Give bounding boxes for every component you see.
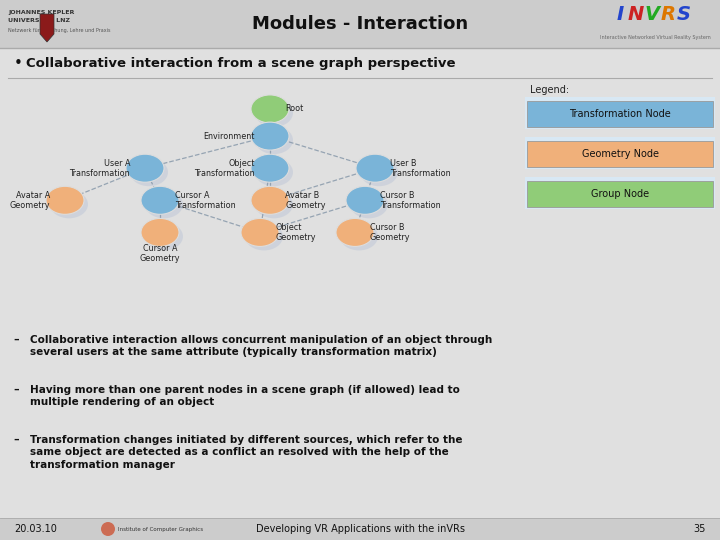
Text: Legend:: Legend:: [530, 85, 569, 95]
Text: Cursor A
Geometry: Cursor A Geometry: [140, 244, 180, 263]
Ellipse shape: [346, 186, 384, 214]
Text: Avatar A
Geometry: Avatar A Geometry: [9, 191, 50, 210]
Text: 35: 35: [693, 524, 706, 534]
Text: User A
Transformation: User A Transformation: [69, 159, 130, 178]
Text: Object
Geometry: Object Geometry: [275, 222, 315, 242]
Text: R: R: [660, 4, 675, 24]
Text: Having more than one parent nodes in a scene graph (if allowed) lead to
multiple: Having more than one parent nodes in a s…: [30, 385, 460, 407]
Ellipse shape: [141, 219, 179, 246]
Text: Developing VR Applications with the inVRs: Developing VR Applications with the inVR…: [256, 524, 464, 534]
Ellipse shape: [50, 190, 88, 218]
Text: Object
Transformation: Object Transformation: [194, 159, 255, 178]
Text: Modules - Interaction: Modules - Interaction: [252, 15, 468, 33]
Text: Collaborative interaction allows concurrent manipulation of an object through
se: Collaborative interaction allows concurr…: [30, 335, 492, 357]
FancyBboxPatch shape: [525, 177, 715, 209]
Ellipse shape: [356, 154, 394, 182]
Ellipse shape: [360, 158, 398, 186]
Text: I: I: [616, 4, 624, 24]
Ellipse shape: [251, 186, 289, 214]
Text: –: –: [14, 335, 24, 345]
Ellipse shape: [46, 186, 84, 214]
Text: •: •: [14, 57, 23, 71]
FancyBboxPatch shape: [0, 0, 720, 48]
Ellipse shape: [350, 190, 388, 218]
Text: Cursor A
Transformation: Cursor A Transformation: [175, 191, 235, 210]
Ellipse shape: [130, 158, 168, 186]
FancyBboxPatch shape: [0, 518, 720, 540]
FancyBboxPatch shape: [525, 97, 715, 129]
Ellipse shape: [255, 190, 293, 218]
Text: Group Node: Group Node: [591, 189, 649, 199]
Ellipse shape: [255, 99, 293, 127]
Polygon shape: [40, 14, 54, 42]
Text: Geometry Node: Geometry Node: [582, 149, 659, 159]
Text: –: –: [14, 385, 24, 395]
Text: –: –: [14, 435, 24, 445]
Text: Avatar B
Geometry: Avatar B Geometry: [285, 191, 325, 210]
Text: Collaborative interaction from a scene graph perspective: Collaborative interaction from a scene g…: [26, 57, 456, 71]
Text: Transformation Node: Transformation Node: [569, 109, 671, 119]
Ellipse shape: [245, 222, 283, 251]
Ellipse shape: [145, 190, 183, 218]
Ellipse shape: [255, 126, 293, 154]
FancyBboxPatch shape: [527, 101, 713, 127]
Text: Cursor B
Geometry: Cursor B Geometry: [370, 222, 410, 242]
Ellipse shape: [145, 222, 183, 251]
Ellipse shape: [340, 222, 378, 251]
Ellipse shape: [241, 219, 279, 246]
Text: UNIVERSITÄT LNZ: UNIVERSITÄT LNZ: [8, 18, 70, 23]
Text: Transformation changes initiated by different sources, which refer to the
same o: Transformation changes initiated by diff…: [30, 435, 462, 470]
FancyBboxPatch shape: [527, 181, 713, 207]
Ellipse shape: [101, 522, 115, 536]
Ellipse shape: [251, 154, 289, 182]
Text: JOHANNES KEPLER: JOHANNES KEPLER: [8, 10, 74, 15]
Ellipse shape: [126, 154, 164, 182]
FancyBboxPatch shape: [525, 137, 715, 169]
Text: Netzwerk für Forschung, Lehre und Praxis: Netzwerk für Forschung, Lehre und Praxis: [8, 28, 110, 33]
Text: V: V: [644, 4, 660, 24]
Text: Cursor B
Transformation: Cursor B Transformation: [380, 191, 441, 210]
Ellipse shape: [251, 95, 289, 123]
FancyBboxPatch shape: [527, 141, 713, 167]
Ellipse shape: [336, 219, 374, 246]
Ellipse shape: [255, 158, 293, 186]
Text: Interactive Networked Virtual Reality System: Interactive Networked Virtual Reality Sy…: [600, 36, 711, 40]
Text: S: S: [677, 4, 691, 24]
Text: N: N: [628, 4, 644, 24]
Ellipse shape: [251, 122, 289, 150]
Text: Institute of Computer Graphics: Institute of Computer Graphics: [118, 526, 203, 531]
Text: User B
Transformation: User B Transformation: [390, 159, 451, 178]
Text: Root: Root: [285, 104, 303, 113]
Text: 20.03.10: 20.03.10: [14, 524, 57, 534]
Text: Environment: Environment: [204, 132, 255, 140]
Ellipse shape: [141, 186, 179, 214]
